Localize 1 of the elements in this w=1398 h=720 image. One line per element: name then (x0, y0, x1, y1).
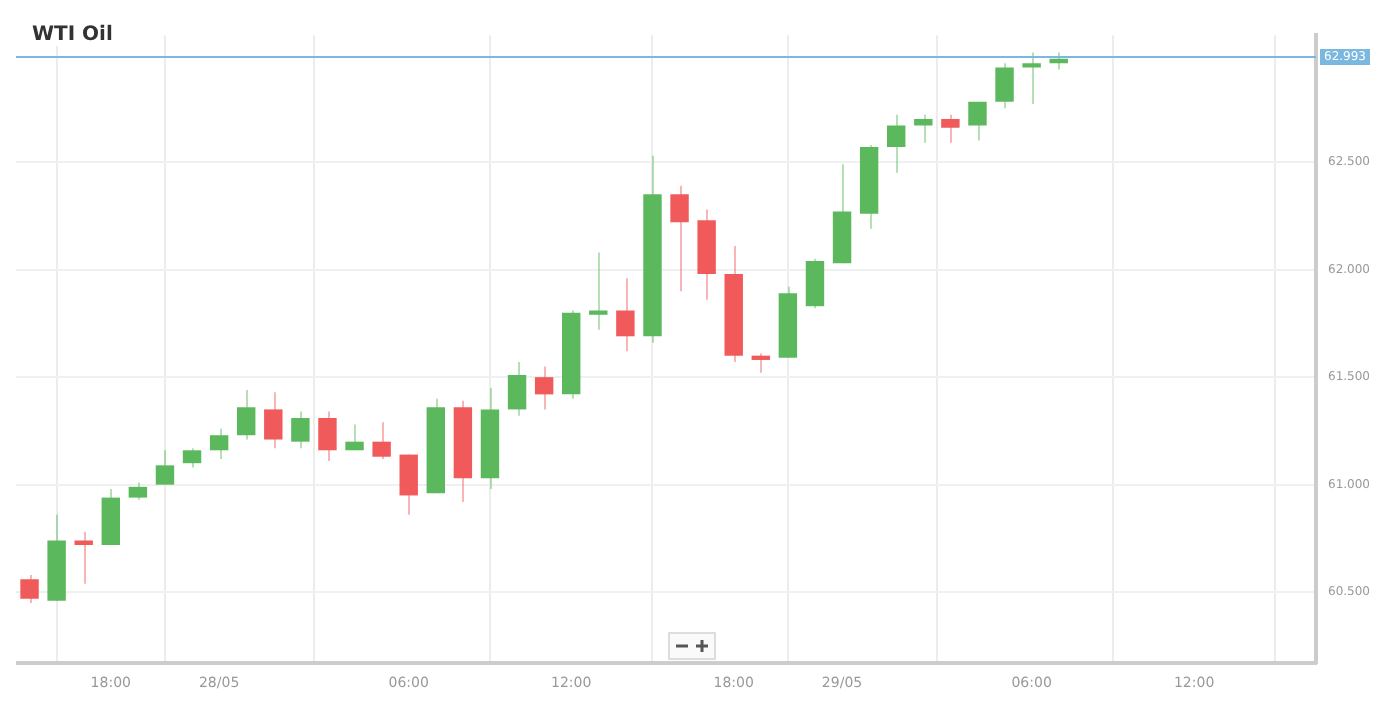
chart-title: WTI Oil (24, 24, 121, 46)
